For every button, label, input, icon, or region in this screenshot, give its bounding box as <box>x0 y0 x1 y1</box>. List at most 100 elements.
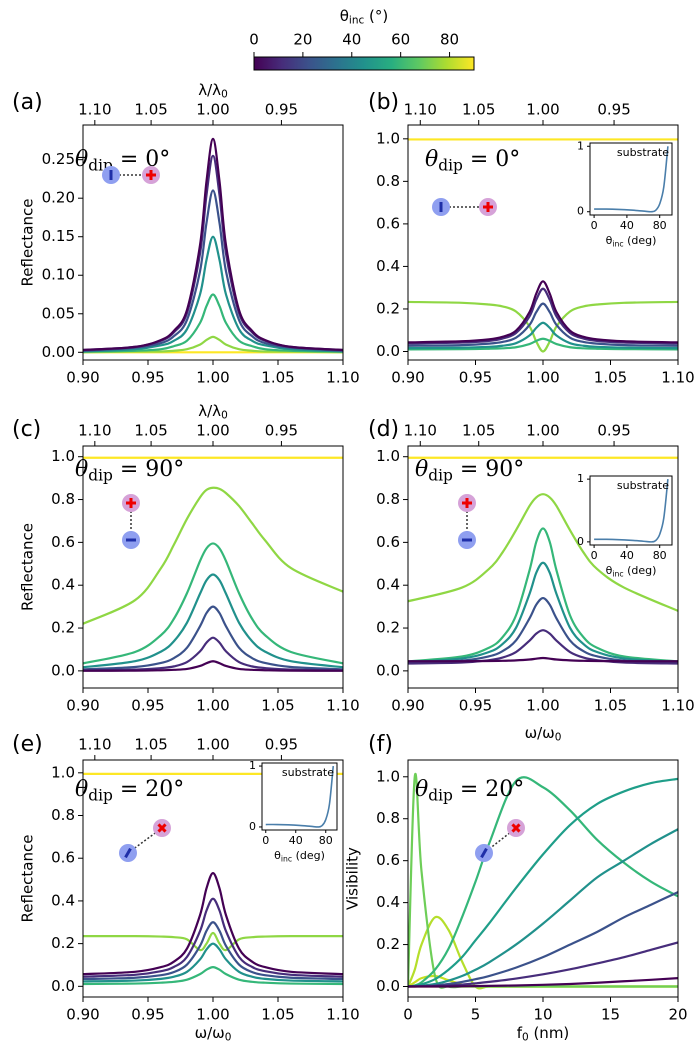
plus-sign <box>486 202 490 212</box>
y-tick-label: 1.0 <box>376 447 400 465</box>
y-tick-label: 0.6 <box>376 214 400 232</box>
inset: substrate 0 40 80 0 1 θinc (deg) <box>577 472 673 578</box>
plot-area <box>408 772 678 990</box>
x-axis-label-part: 0 <box>555 732 562 744</box>
line <box>83 137 343 352</box>
inset-x-tick-label: 40 <box>289 834 303 847</box>
y-tick-label: 1.0 <box>376 129 400 147</box>
x2-axis-label: λ/λ0 <box>198 402 228 422</box>
x-axis-label: f0 (nm) <box>517 1024 570 1044</box>
inset-x-label-part: θ <box>274 849 281 862</box>
y-tick-label: 0.10 <box>42 266 75 284</box>
axes-background <box>83 125 343 360</box>
colorbar-label-part: θ <box>340 7 349 25</box>
y-axis-label: Reflectance <box>19 835 37 923</box>
x-axis-label-part: ω/ω <box>195 1024 225 1042</box>
x-tick-label: 1.05 <box>261 1006 294 1024</box>
line <box>83 897 343 978</box>
inset-x-tick-label: 0 <box>262 834 269 847</box>
y-tick-label: 1.0 <box>51 447 75 465</box>
annotation-part: dip <box>88 787 113 805</box>
annotation: θdip = 20° <box>415 777 524 805</box>
inset-x-tick-label: 80 <box>653 219 667 232</box>
x-tick-label: 1.00 <box>526 369 559 387</box>
y-tick-label: 0.4 <box>376 257 400 275</box>
line <box>83 335 343 354</box>
y-tick-label: 0.8 <box>376 490 400 508</box>
x-tick-label: 1.05 <box>261 697 294 715</box>
inset-background <box>589 475 673 546</box>
line <box>83 942 343 983</box>
y-tick-label: 0.6 <box>51 849 75 867</box>
x-tick-label: 0.95 <box>459 697 492 715</box>
line <box>83 636 343 672</box>
x2-axis-label-part: λ/λ <box>198 81 221 99</box>
minus-sign <box>126 538 136 542</box>
panel-label: (b) <box>368 90 399 115</box>
y-tick-label: 0.8 <box>51 490 75 508</box>
inset-background <box>261 762 338 831</box>
annotation: θdip = 90° <box>75 457 184 485</box>
x-tick-label: 0.90 <box>66 1006 99 1024</box>
line <box>408 280 678 344</box>
annotation: θdip = 0° <box>75 147 170 175</box>
x-tick-label: 1.00 <box>526 697 559 715</box>
inset-x-label-part: (deg) <box>624 234 657 247</box>
inset-x-tick-label: 80 <box>319 834 333 847</box>
inset-line <box>594 146 669 213</box>
y-tick-label: 0.2 <box>376 935 400 953</box>
colorbar-tick-label: 0 <box>249 31 259 49</box>
y-tick-label: 0.8 <box>376 172 400 190</box>
x-tick-label: 0.90 <box>391 369 424 387</box>
annotation-part: θ <box>415 457 428 482</box>
colorbar-label-part: inc <box>349 15 365 27</box>
line <box>408 337 678 351</box>
x-tick-label: 0.95 <box>131 1006 164 1024</box>
plus-sign <box>465 498 469 508</box>
line <box>83 931 343 952</box>
plot-area <box>408 456 678 665</box>
x-axis-label-part: (nm) <box>529 1024 570 1042</box>
line <box>83 872 343 976</box>
minus-sign <box>480 847 488 859</box>
x2-tick-label: 1.05 <box>462 101 495 119</box>
inset: substrate 0 40 80 0 1 θinc (deg) <box>577 139 673 248</box>
x-tick-label: 5 <box>471 1006 481 1024</box>
x-tick-label: 0 <box>403 1006 413 1024</box>
inset-y-tick-label: 0 <box>577 535 584 548</box>
line <box>408 527 678 663</box>
annotation-part: dip <box>428 787 453 805</box>
colorbar <box>253 56 475 71</box>
x2-tick-label: 0.95 <box>597 422 630 440</box>
x-tick-label: 0.95 <box>131 697 164 715</box>
inset-x-label-part: (deg) <box>624 564 657 577</box>
inset-x-label-part: θ <box>606 564 613 577</box>
line <box>83 235 343 353</box>
inset-title: substrate <box>617 146 669 159</box>
x2-tick-label: 0.95 <box>265 422 298 440</box>
y-tick-label: 0.0 <box>376 661 400 679</box>
annotation-part: θ <box>415 777 428 802</box>
x-tick-label: 0.90 <box>391 697 424 715</box>
y-tick-label: 0.2 <box>376 299 400 317</box>
inset: substrate 0 40 80 0 1 θinc (deg) <box>249 759 338 863</box>
x-tick-label: 1.05 <box>594 369 627 387</box>
x2-tick-label: 1.05 <box>134 736 167 754</box>
inset-title: substrate <box>617 479 669 492</box>
y-tick-label: 0.0 <box>51 977 75 995</box>
y-axis-label: Reflectance <box>19 523 37 611</box>
panel-label: (f) <box>368 732 393 757</box>
inset-x-label: θinc (deg) <box>274 849 325 863</box>
annotation-part: θ <box>425 147 438 172</box>
x2-tick-label: 1.05 <box>134 422 167 440</box>
line <box>83 189 343 352</box>
y-tick-label: 1.0 <box>376 767 400 785</box>
inset-y-tick-label: 0 <box>249 820 256 833</box>
colorbar-tick-label: 40 <box>342 31 361 49</box>
x-tick-label: 1.10 <box>661 697 694 715</box>
minus-sign <box>124 847 132 859</box>
inset-x-label-part: (deg) <box>292 849 325 862</box>
inset-x-label-part: inc <box>281 854 292 863</box>
plot-area <box>83 772 343 986</box>
inset-x-label-part: inc <box>612 239 623 248</box>
